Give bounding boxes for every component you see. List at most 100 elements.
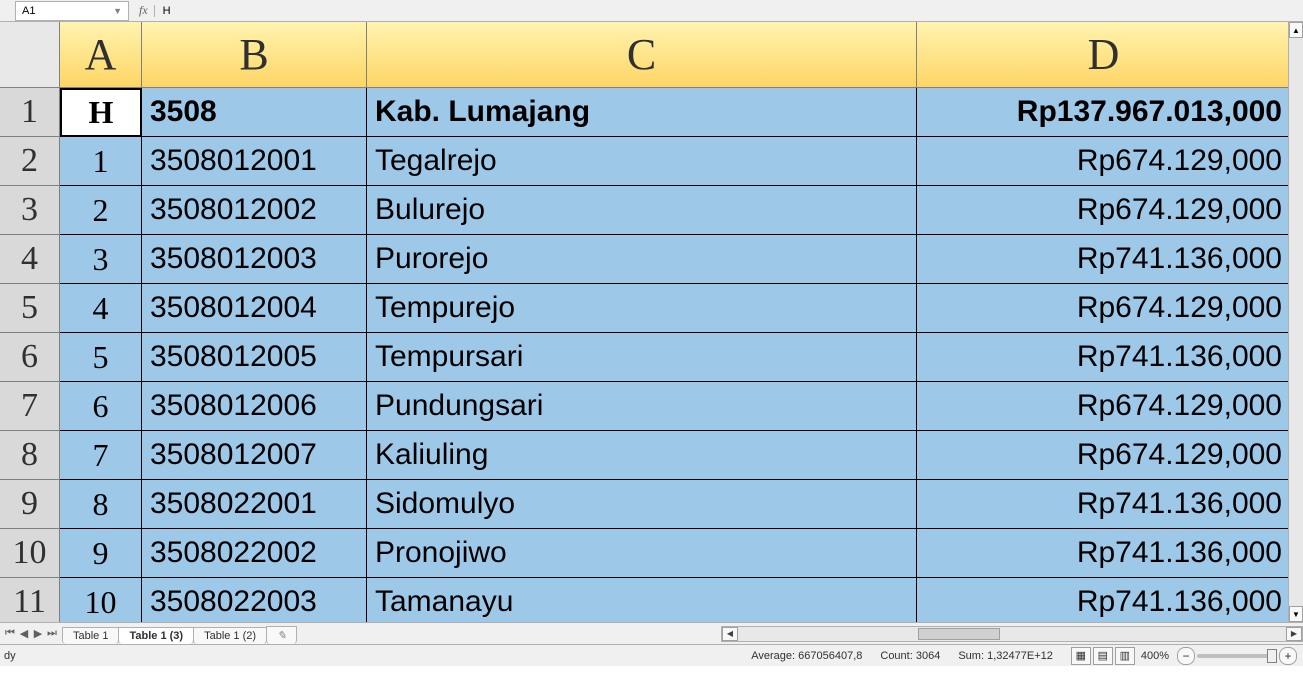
cell-C[interactable]: Pundungsari	[367, 382, 917, 431]
cell-B[interactable]: 3508022001	[142, 480, 367, 529]
cell-D[interactable]: Rp741.136,000	[917, 235, 1291, 284]
cell-C[interactable]: Tempurejo	[367, 284, 917, 333]
view-normal-icon[interactable]: ▦	[1071, 647, 1091, 665]
row-header[interactable]: 3	[0, 186, 60, 235]
scroll-right-icon[interactable]: ▶	[1286, 627, 1302, 641]
status-ready: dy	[4, 650, 16, 662]
scroll-up-icon[interactable]: ▲	[1289, 22, 1303, 38]
cell-A[interactable]: 10	[60, 578, 142, 622]
cell-A[interactable]: 1	[60, 137, 142, 186]
cell-D[interactable]: Rp674.129,000	[917, 431, 1291, 480]
cell-C[interactable]: Kab. Lumajang	[367, 88, 917, 137]
scroll-down-icon[interactable]: ▼	[1289, 606, 1303, 622]
column-header-C[interactable]: C	[367, 22, 917, 88]
row-header[interactable]: 8	[0, 431, 60, 480]
formula-value[interactable]: H	[154, 5, 171, 17]
row-header[interactable]: 1	[0, 88, 60, 137]
row-header[interactable]: 5	[0, 284, 60, 333]
zoom-out-icon[interactable]: −	[1177, 647, 1195, 665]
column-header-D[interactable]: D	[917, 22, 1291, 88]
tab-first-icon[interactable]: ⏮	[4, 627, 16, 640]
cell-D[interactable]: Rp741.136,000	[917, 480, 1291, 529]
cell-C[interactable]: Sidomulyo	[367, 480, 917, 529]
cell-B[interactable]: 3508022002	[142, 529, 367, 578]
hscroll-track[interactable]	[738, 628, 1286, 640]
cell-D[interactable]: Rp674.129,000	[917, 137, 1291, 186]
zoom-slider[interactable]	[1197, 654, 1277, 658]
cell-A[interactable]: 7	[60, 431, 142, 480]
cell-A[interactable]: 6	[60, 382, 142, 431]
add-sheet-tab[interactable]: ✎	[266, 626, 297, 644]
hscroll-thumb[interactable]	[918, 628, 1000, 640]
zoom-value[interactable]: 400%	[1141, 650, 1169, 662]
vscroll-track[interactable]	[1289, 38, 1303, 606]
cell-B[interactable]: 3508012005	[142, 333, 367, 382]
table-row: 873508012007KaliulingRp674.129,000	[0, 431, 1303, 480]
horizontal-scrollbar[interactable]: ◀ ▶	[721, 626, 1303, 642]
cell-D[interactable]: Rp674.129,000	[917, 382, 1291, 431]
scroll-left-icon[interactable]: ◀	[722, 627, 738, 641]
row-header[interactable]: 11	[0, 578, 60, 622]
sheet-tab[interactable]: Table 1	[62, 627, 119, 644]
cell-B[interactable]: 3508012002	[142, 186, 367, 235]
stat-count: Count: 3064	[880, 650, 940, 662]
table-row: 653508012005TempursariRp741.136,000	[0, 333, 1303, 382]
zoom-in-icon[interactable]: +	[1279, 647, 1297, 665]
sheet-tab[interactable]: Table 1 (3)	[118, 627, 194, 644]
fx-icon[interactable]: fx	[139, 3, 148, 18]
cell-C[interactable]: Tempursari	[367, 333, 917, 382]
tab-last-icon[interactable]: ⏭	[46, 627, 58, 640]
row-header[interactable]: 7	[0, 382, 60, 431]
cell-A[interactable]: 8	[60, 480, 142, 529]
status-bar: dy Average: 667056407,8 Count: 3064 Sum:…	[0, 644, 1303, 666]
column-header-A[interactable]: A	[60, 22, 142, 88]
row-header[interactable]: 2	[0, 137, 60, 186]
column-headers-row: A B C D	[0, 22, 1303, 88]
cell-D[interactable]: Rp674.129,000	[917, 284, 1291, 333]
cell-B[interactable]: 3508	[142, 88, 367, 137]
sheet-tab[interactable]: Table 1 (2)	[193, 627, 267, 644]
cell-D[interactable]: Rp137.967.013,000	[917, 88, 1291, 137]
row-header[interactable]: 6	[0, 333, 60, 382]
cell-D[interactable]: Rp674.129,000	[917, 186, 1291, 235]
name-box-value: A1	[22, 5, 35, 17]
cell-B[interactable]: 3508012001	[142, 137, 367, 186]
cell-A[interactable]: H	[60, 88, 142, 137]
tab-next-icon[interactable]: ▶	[32, 627, 44, 640]
cell-D[interactable]: Rp741.136,000	[917, 333, 1291, 382]
table-row: 213508012001TegalrejoRp674.129,000	[0, 137, 1303, 186]
cell-C[interactable]: Pronojiwo	[367, 529, 917, 578]
column-header-B[interactable]: B	[142, 22, 367, 88]
view-page-icon[interactable]: ▤	[1093, 647, 1113, 665]
select-all-corner[interactable]	[0, 22, 60, 88]
view-break-icon[interactable]: ▥	[1115, 647, 1135, 665]
stat-sum: Sum: 1,32477E+12	[958, 650, 1053, 662]
cell-A[interactable]: 3	[60, 235, 142, 284]
cell-C[interactable]: Tamanayu	[367, 578, 917, 622]
name-box[interactable]: A1 ▼	[15, 1, 129, 21]
cell-B[interactable]: 3508012003	[142, 235, 367, 284]
cell-A[interactable]: 9	[60, 529, 142, 578]
row-header[interactable]: 4	[0, 235, 60, 284]
cell-D[interactable]: Rp741.136,000	[917, 529, 1291, 578]
zoom-slider-knob[interactable]	[1267, 649, 1277, 663]
row-header[interactable]: 10	[0, 529, 60, 578]
stat-average: Average: 667056407,8	[751, 650, 862, 662]
cell-B[interactable]: 3508012007	[142, 431, 367, 480]
tab-prev-icon[interactable]: ◀	[18, 627, 30, 640]
row-header[interactable]: 9	[0, 480, 60, 529]
cell-C[interactable]: Kaliuling	[367, 431, 917, 480]
cell-B[interactable]: 3508012004	[142, 284, 367, 333]
dropdown-icon[interactable]: ▼	[113, 6, 122, 16]
cell-C[interactable]: Purorejo	[367, 235, 917, 284]
cell-C[interactable]: Tegalrejo	[367, 137, 917, 186]
cell-C[interactable]: Bulurejo	[367, 186, 917, 235]
cell-B[interactable]: 3508022003	[142, 578, 367, 622]
table-row: 543508012004TempurejoRp674.129,000	[0, 284, 1303, 333]
cell-A[interactable]: 2	[60, 186, 142, 235]
cell-A[interactable]: 4	[60, 284, 142, 333]
cell-A[interactable]: 5	[60, 333, 142, 382]
cell-B[interactable]: 3508012006	[142, 382, 367, 431]
vertical-scrollbar[interactable]: ▲ ▼	[1288, 22, 1303, 622]
cell-D[interactable]: Rp741.136,000	[917, 578, 1291, 622]
